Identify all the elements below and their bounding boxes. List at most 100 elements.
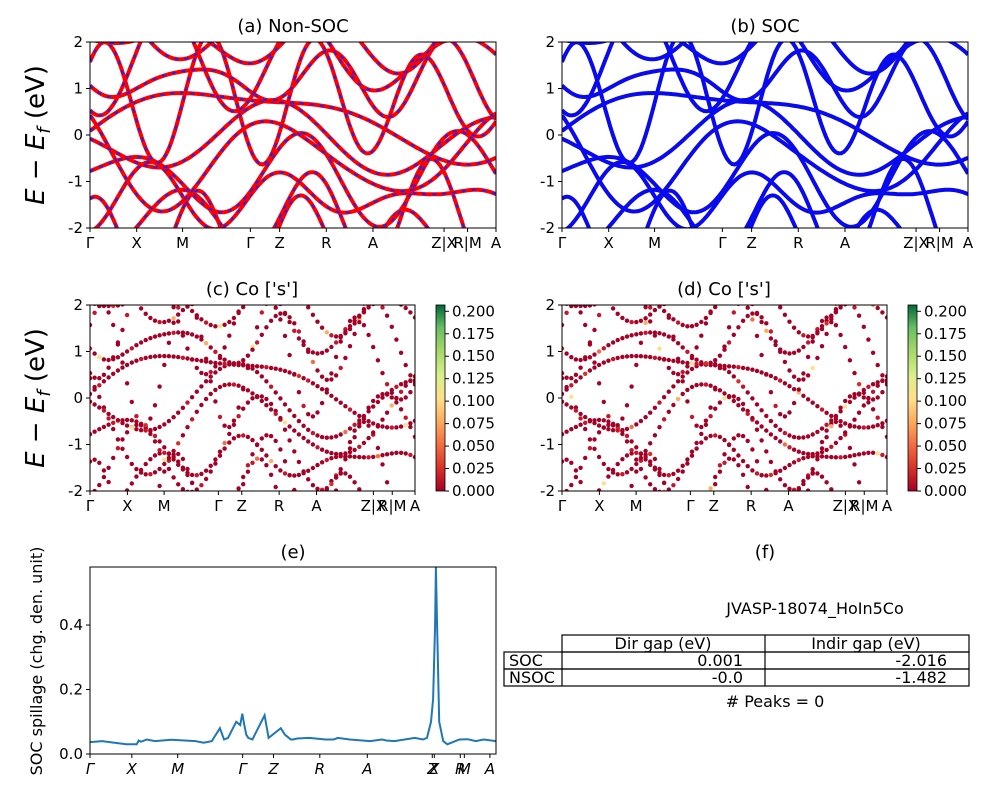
row-nsoc-dir: -0.0 <box>712 668 743 687</box>
projection-point <box>634 469 639 474</box>
projection-point <box>592 365 597 370</box>
projection-point <box>750 305 755 307</box>
projection-point <box>329 450 334 456</box>
projection-point <box>578 365 583 370</box>
projection-point <box>583 498 587 502</box>
projection-point <box>740 458 746 464</box>
projection-point <box>592 360 597 365</box>
projection-point <box>315 351 320 356</box>
projection-point <box>301 298 305 302</box>
projection-point <box>731 457 736 462</box>
projection-point <box>866 291 870 295</box>
projection-point <box>366 435 371 441</box>
projection-point <box>366 409 371 414</box>
projection-point <box>343 457 348 462</box>
projection-point <box>194 389 199 394</box>
xtick-label: M <box>176 234 189 252</box>
projection-point <box>176 451 181 457</box>
projection-point <box>315 368 320 373</box>
projection-point <box>885 526 889 530</box>
projection-point <box>101 357 107 362</box>
projection-point <box>680 469 685 474</box>
projection-point <box>805 488 811 491</box>
projection-point <box>380 305 385 310</box>
projection-point <box>115 342 121 347</box>
projection-point <box>185 346 190 351</box>
projection-point <box>394 538 398 542</box>
projection-point <box>199 337 204 342</box>
projection-point <box>620 291 624 295</box>
projection-point <box>399 526 403 530</box>
projection-point <box>694 263 698 267</box>
projection-point <box>778 468 783 473</box>
projection-point <box>404 533 408 537</box>
projection-point <box>634 457 639 462</box>
projection-point <box>866 337 871 342</box>
projection-point <box>111 355 116 360</box>
projection-point <box>578 498 582 502</box>
projection-point <box>852 417 857 422</box>
projection-point <box>713 387 718 392</box>
col-dir-gap: Dir gap (eV) <box>615 634 712 653</box>
projection-point <box>866 450 871 455</box>
projection-point <box>805 340 811 345</box>
projection-point <box>639 291 643 295</box>
projection-point <box>596 381 602 386</box>
projection-point <box>380 299 384 303</box>
ytick-label: 2 <box>73 296 83 314</box>
projection-point <box>268 458 274 464</box>
projection-point <box>852 453 857 458</box>
panel-a-title: (a) Non-SOC <box>237 16 348 37</box>
projection-point <box>805 434 811 439</box>
projection-point <box>92 402 97 407</box>
projection-point <box>852 305 857 310</box>
projection-point <box>769 532 773 536</box>
projection-point <box>856 382 862 387</box>
projection-point <box>796 348 801 353</box>
projection-point <box>343 537 347 541</box>
projection-point <box>624 354 630 359</box>
band-line <box>90 42 496 121</box>
projection-point <box>380 370 385 376</box>
projection-point <box>319 487 325 491</box>
projection-point <box>847 445 853 451</box>
projection-point <box>703 315 709 321</box>
projection-point <box>180 355 186 360</box>
projection-point <box>189 417 195 422</box>
colorbar-tick-label: 0.175 <box>452 325 495 343</box>
projection-point <box>227 525 231 529</box>
projection-point <box>713 474 718 480</box>
projection-point <box>90 391 93 397</box>
xtick-label: Z <box>274 234 284 252</box>
projection-point <box>824 541 828 545</box>
projection-point <box>352 428 357 433</box>
projection-point <box>801 531 805 535</box>
projection-point <box>371 398 376 404</box>
colorbar-tick-label: 0.050 <box>924 437 967 455</box>
projection-point <box>601 399 606 405</box>
xtick-label: Γ <box>86 497 95 515</box>
projection-point <box>292 321 297 326</box>
projection-point <box>847 394 853 399</box>
projection-point <box>824 422 829 427</box>
projection-point <box>875 415 880 420</box>
projection-point <box>782 381 788 386</box>
projection-point <box>830 305 832 306</box>
projection-point <box>148 457 153 462</box>
projection-point <box>722 396 727 401</box>
projection-point <box>310 359 316 365</box>
band-line <box>90 188 431 228</box>
xtick-label: M <box>171 760 184 778</box>
panel-f-title: (f) <box>755 542 775 563</box>
projection-point <box>606 541 610 545</box>
projection-point <box>666 313 671 318</box>
projection-point <box>805 397 811 402</box>
xtick-label: X <box>594 497 604 515</box>
projection-point <box>564 310 569 315</box>
projection-point <box>731 332 736 337</box>
projection-point <box>320 289 324 293</box>
projection-point <box>153 500 157 504</box>
projection-point <box>611 295 615 299</box>
